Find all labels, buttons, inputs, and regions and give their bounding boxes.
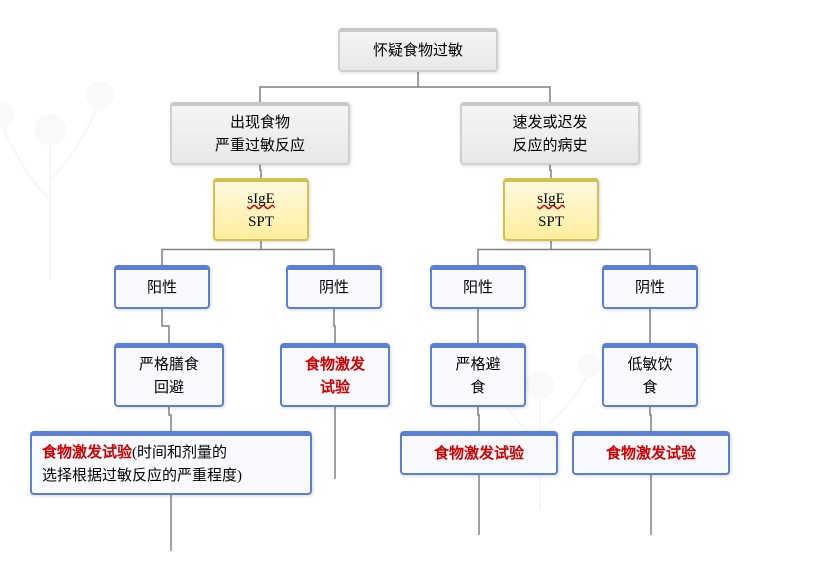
node-L3a: 阳性 [114, 265, 210, 309]
node-L3b: 阴性 [286, 265, 382, 309]
node-text: 回避 [154, 377, 184, 400]
node-R1: 速发或迟发反应的病史 [460, 102, 640, 165]
node-text: 食物激发试验 [434, 443, 524, 466]
node-text: 阳性 [463, 277, 493, 300]
node-R3b: 阴性 [602, 265, 698, 309]
node-text: 反应的病史 [512, 135, 587, 158]
node-R5a: 食物激发试验 [400, 431, 558, 475]
node-text: 食 [470, 377, 485, 400]
node-text: 阴性 [635, 277, 665, 300]
node-L5: 食物激发试验(时间和剂量的选择根据过敏反应的严重程度) [30, 431, 312, 495]
node-text: 严格膳食 [139, 354, 199, 377]
node-text: 严格避 [455, 354, 500, 377]
node-text: 食物激发试验 [606, 443, 696, 466]
node-R3a: 阳性 [430, 265, 526, 309]
node-text: 食 [642, 377, 657, 400]
node-text: 出现食物 [230, 112, 290, 135]
node-L1: 出现食物严重过敏反应 [170, 102, 350, 165]
node-text: SPT [248, 211, 274, 234]
background-tree-bottom [440, 310, 640, 510]
node-L4a: 严格膳食回避 [114, 343, 224, 407]
node-text: sIgE [537, 188, 565, 211]
node-root: 怀疑食物过敏 [338, 28, 498, 72]
node-text: 速发或迟发 [512, 112, 587, 135]
node-text: 严重过敏反应 [215, 135, 305, 158]
node-text: 怀疑食物过敏 [373, 40, 463, 63]
node-R4a: 严格避食 [430, 343, 526, 407]
node-text: 试验 [320, 377, 350, 400]
background-tree-left [0, 20, 140, 280]
node-text: sIgE [247, 188, 275, 211]
node-text: 食物激发 [305, 354, 365, 377]
node-text: SPT [538, 211, 564, 234]
node-text: 低敏饮 [627, 354, 672, 377]
node-R5b: 食物激发试验 [572, 431, 730, 475]
node-R2: sIgESPT [503, 178, 599, 241]
node-L4b: 食物激发试验 [280, 343, 390, 407]
node-text: 阴性 [319, 277, 349, 300]
node-text: 阳性 [147, 277, 177, 300]
node-L2: sIgESPT [213, 178, 309, 241]
node-R4b: 低敏饮食 [602, 343, 698, 407]
